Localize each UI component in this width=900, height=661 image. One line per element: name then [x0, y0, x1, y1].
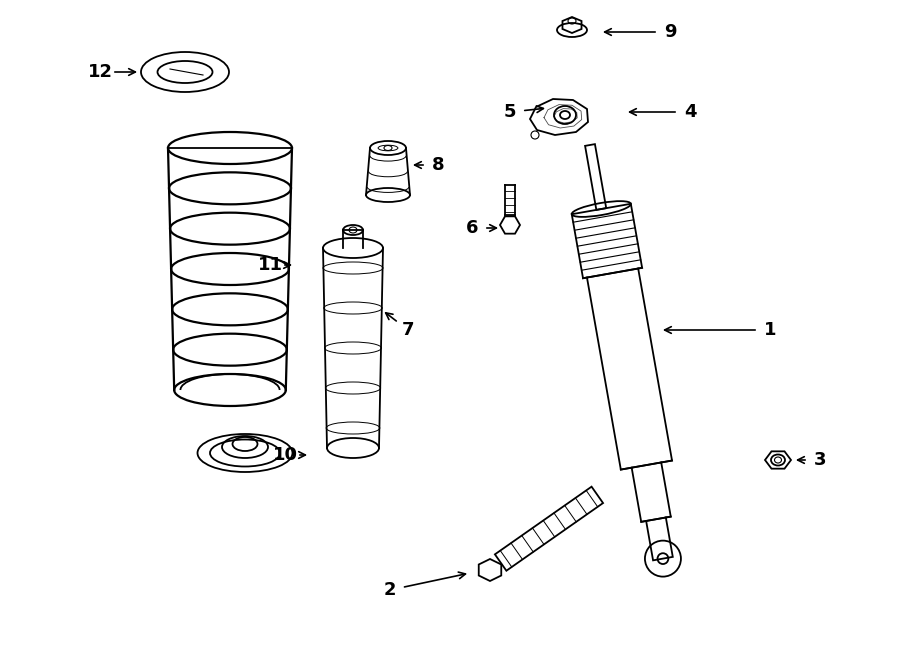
- Text: 4: 4: [684, 103, 697, 121]
- Text: 5: 5: [504, 103, 517, 121]
- Text: 12: 12: [87, 63, 112, 81]
- Text: 7: 7: [401, 321, 414, 339]
- Text: 9: 9: [664, 23, 676, 41]
- Text: 1: 1: [764, 321, 776, 339]
- Text: 10: 10: [273, 446, 298, 464]
- Text: 8: 8: [432, 156, 445, 174]
- Text: 6: 6: [466, 219, 478, 237]
- Text: 11: 11: [257, 256, 283, 274]
- Text: 2: 2: [383, 581, 396, 599]
- Text: 3: 3: [814, 451, 826, 469]
